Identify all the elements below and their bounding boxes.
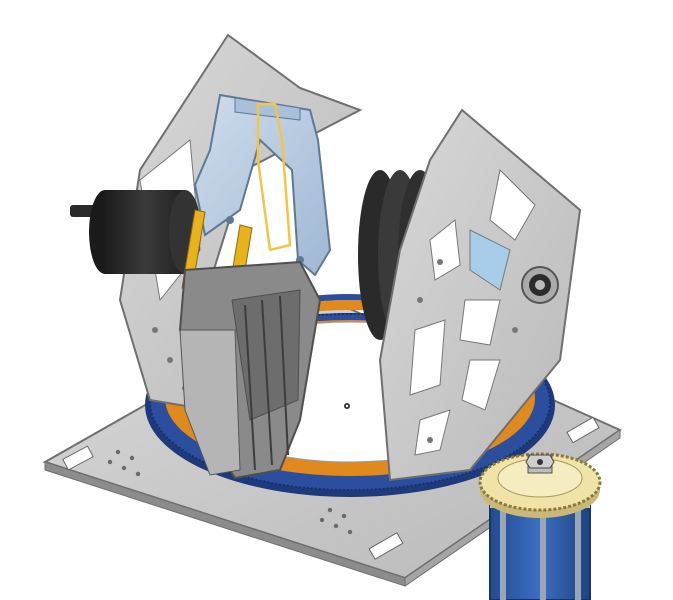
pinion-gear bbox=[478, 452, 602, 518]
right-side-plate bbox=[378, 108, 582, 482]
finger-linkage-front bbox=[178, 260, 322, 480]
finger-linkage-rear bbox=[193, 93, 332, 277]
flange-bearing bbox=[521, 266, 559, 304]
dc-motor bbox=[70, 190, 201, 274]
